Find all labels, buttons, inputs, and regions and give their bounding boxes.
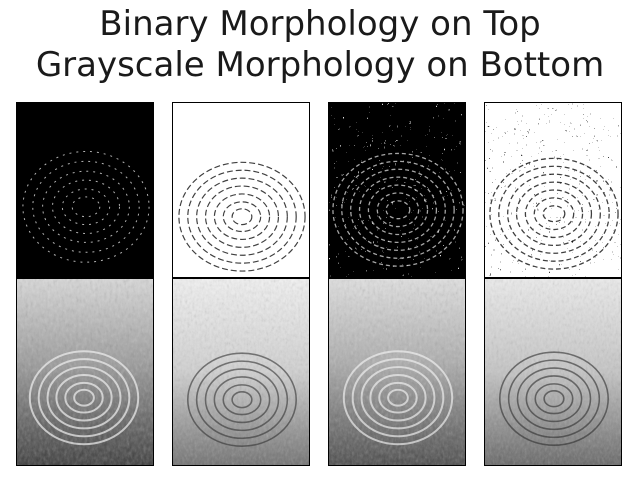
binary-panel-3 [328, 102, 466, 278]
title-line-1: Binary Morphology on Top [99, 4, 541, 44]
figure-title: Binary Morphology on Top Grayscale Morph… [0, 4, 640, 86]
grayscale-panel-3 [328, 278, 466, 466]
grayscale-panel-2 [172, 278, 310, 466]
fingerprint-image-binary-mid-dark [329, 103, 465, 277]
fingerprint-image-gray-light [173, 279, 309, 465]
fingerprint-image-binary-mid-light [485, 103, 621, 277]
binary-panel-1 [16, 102, 154, 278]
grayscale-panel-1 [16, 278, 154, 466]
fingerprint-image-binary-light [173, 103, 309, 277]
title-line-2: Grayscale Morphology on Bottom [35, 45, 605, 85]
fingerprint-image-gray-mid [329, 279, 465, 465]
fingerprint-image-gray-dark [17, 279, 153, 465]
fingerprint-image-binary-dark [17, 103, 153, 277]
grayscale-panel-4 [484, 278, 622, 466]
binary-panel-4 [484, 102, 622, 278]
binary-panel-2 [172, 102, 310, 278]
fingerprint-image-gray-light-2 [485, 279, 621, 465]
